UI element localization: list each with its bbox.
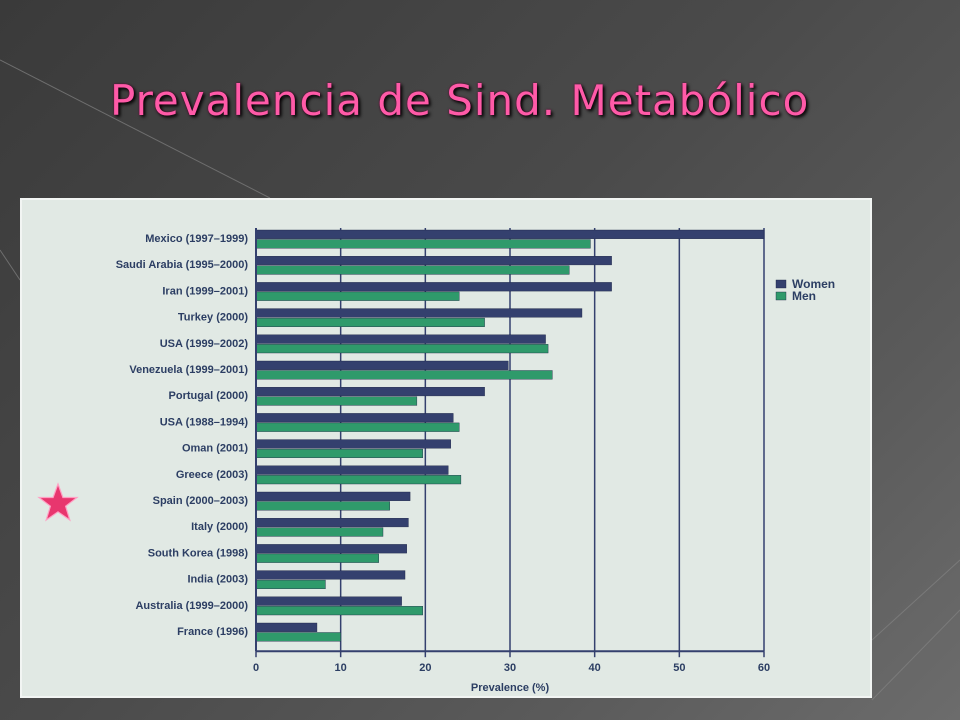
bar-men xyxy=(255,317,485,327)
chart-panel: Mexico (1997–1999) Saudi Arabia (1995–200… xyxy=(20,198,872,698)
x-axis-title: Prevalence (%) xyxy=(471,682,550,694)
category-label: USA (1999–2002) xyxy=(160,338,249,350)
category-label: Iran (1999–2001) xyxy=(162,285,248,297)
category-label: Portugal (2000) xyxy=(169,390,249,402)
x-axis-ticks: 0 10 20 30 40 50 60 xyxy=(253,651,770,674)
legend-swatch-men xyxy=(775,291,787,301)
bar-women xyxy=(255,413,454,423)
bar-men xyxy=(255,501,390,511)
category-label: Australia (1999–2000) xyxy=(135,600,248,612)
bar-women xyxy=(255,386,485,397)
bar-chart: Mexico (1997–1999) Saudi Arabia (1995–200… xyxy=(116,228,835,694)
bar-men xyxy=(255,396,418,406)
category-label: South Korea (1998) xyxy=(148,547,249,559)
bar-women xyxy=(255,596,402,606)
category-label: India (2003) xyxy=(187,574,248,586)
bar-men xyxy=(255,448,423,459)
bar-women xyxy=(255,518,409,528)
bar-women xyxy=(255,622,318,632)
category-label: Turkey (2000) xyxy=(178,312,248,324)
x-tick-label: 30 xyxy=(504,662,516,674)
bar-women xyxy=(255,334,546,344)
bar-women xyxy=(255,570,406,580)
category-label: Venezuela (1999–2001) xyxy=(129,364,248,376)
category-label: Italy (2000) xyxy=(191,521,248,533)
category-labels: Mexico (1997–1999) Saudi Arabia (1995–200… xyxy=(116,233,249,638)
category-label: Saudi Arabia (1995–2000) xyxy=(116,259,249,271)
category-label: Oman (2001) xyxy=(182,443,248,455)
bar-women xyxy=(255,256,612,266)
category-label: France (1996) xyxy=(177,626,248,638)
bar-women xyxy=(255,544,407,554)
category-label: Mexico (1997–1999) xyxy=(145,233,248,245)
bar-men xyxy=(255,579,326,590)
category-label: Spain (2000–2003) xyxy=(153,495,249,507)
slide-title: Prevalencia de Sind. Metabólico xyxy=(110,76,810,125)
category-label: Greece (2003) xyxy=(176,469,248,481)
bar-men xyxy=(255,475,462,485)
bar-women xyxy=(255,491,411,501)
x-tick-label: 40 xyxy=(589,662,601,674)
bar-men xyxy=(255,344,549,354)
bar-women xyxy=(255,308,583,318)
x-tick-label: 20 xyxy=(419,662,431,674)
legend-swatch-women xyxy=(775,279,787,289)
category-label: USA (1988–1994) xyxy=(160,416,249,428)
legend-label-women: Women xyxy=(792,277,835,291)
bar-men xyxy=(255,632,341,642)
bar-women xyxy=(255,439,451,449)
bar-men xyxy=(255,239,591,249)
x-tick-label: 50 xyxy=(673,662,685,674)
bar-men xyxy=(255,606,423,616)
bar-men xyxy=(255,265,570,275)
x-tick-label: 60 xyxy=(758,662,770,674)
bar-women xyxy=(255,465,449,475)
bars xyxy=(255,229,765,642)
bar-men xyxy=(255,370,553,380)
x-tick-label: 0 xyxy=(253,662,259,674)
star-icon xyxy=(37,482,79,522)
bar-women xyxy=(255,282,612,292)
legend-label-men: Men xyxy=(792,289,816,303)
bar-men xyxy=(255,553,379,563)
bar-men xyxy=(255,422,460,432)
bar-men xyxy=(255,291,460,301)
bar-men xyxy=(255,527,384,537)
bar-women xyxy=(255,229,765,239)
x-tick-label: 10 xyxy=(335,662,347,674)
bar-women xyxy=(255,360,509,370)
